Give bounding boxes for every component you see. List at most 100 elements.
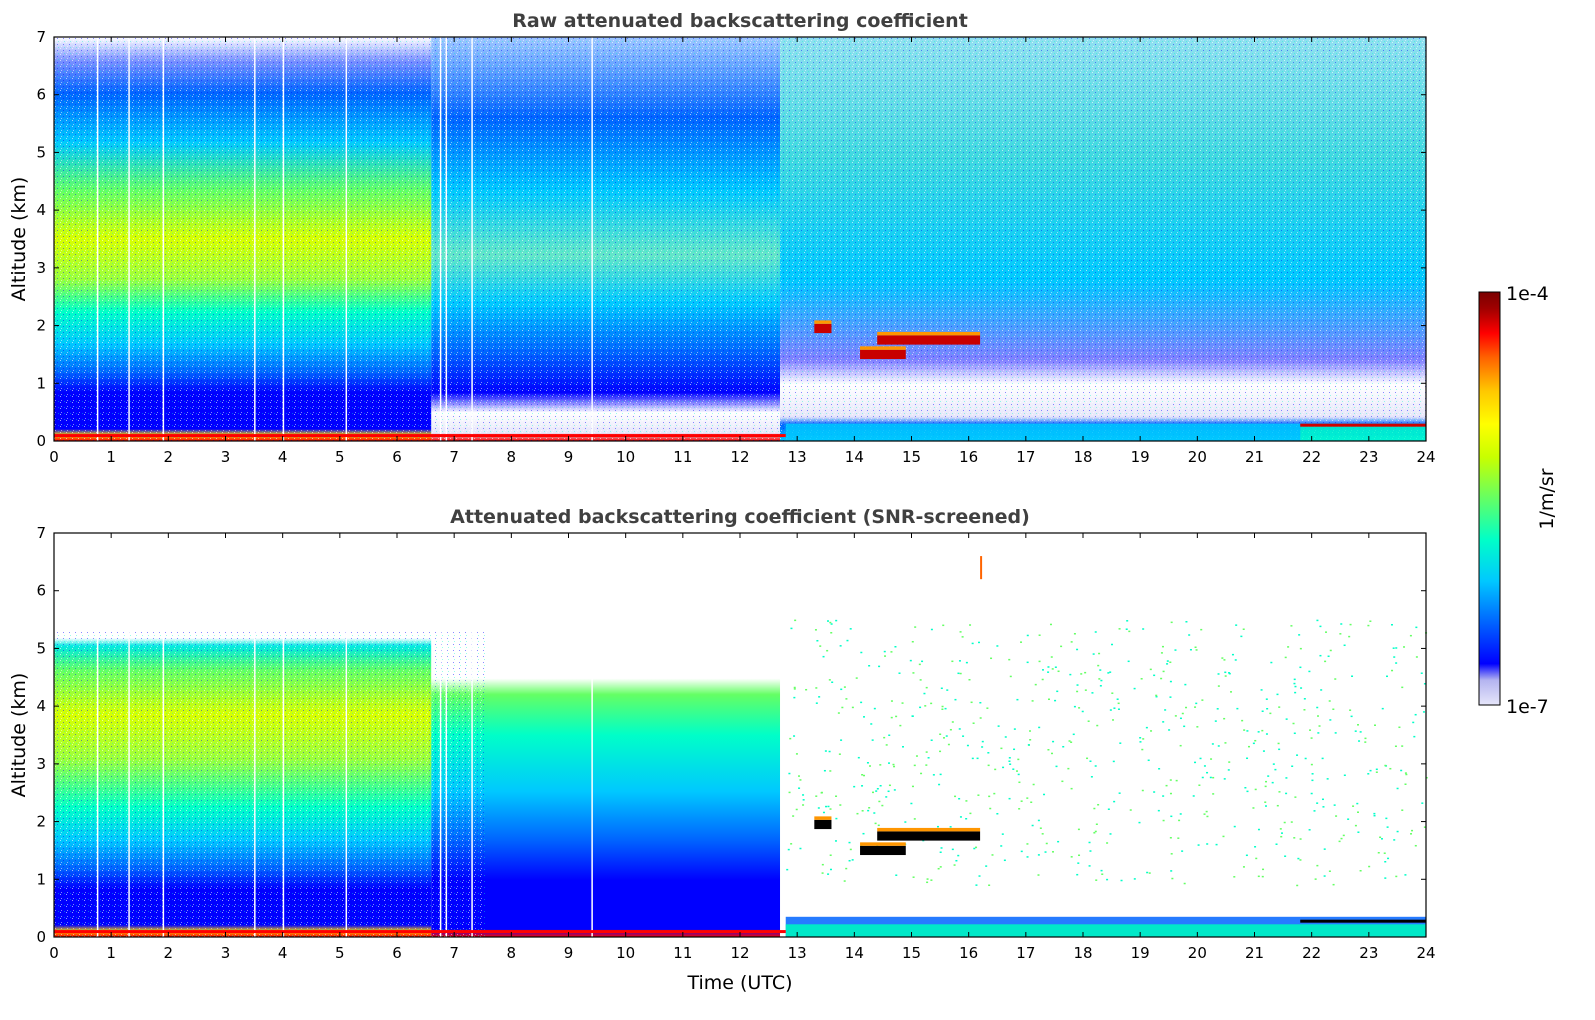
x-tick-label: 14 (845, 944, 864, 962)
sparse-return (1106, 879, 1108, 881)
panel1-ylabel: Altitude (km) (8, 177, 30, 302)
data-gap (128, 533, 130, 937)
sparse-return (940, 774, 942, 776)
sparse-return (1108, 808, 1110, 810)
sparse-return (945, 708, 947, 710)
sparse-return (877, 788, 879, 790)
sparse-return (1387, 858, 1389, 860)
sparse-return (1291, 765, 1293, 767)
colorbar: 1e-4 1e-7 1/m/sr (1479, 283, 1558, 718)
sparse-return (1395, 662, 1397, 664)
sparse-return (1315, 878, 1317, 880)
sparse-return (1018, 808, 1020, 810)
sparse-return (1217, 708, 1219, 710)
sparse-return (1324, 848, 1326, 850)
sparse-return (1384, 877, 1386, 879)
data-gap (163, 37, 165, 441)
sparse-return (1285, 793, 1287, 795)
night-residual-layer (1300, 920, 1426, 923)
sparse-return (1018, 782, 1020, 784)
sparse-return (1412, 722, 1414, 724)
x-tick-label: 16 (959, 448, 978, 466)
sparse-return (912, 715, 914, 717)
x-tick-label: 16 (959, 944, 978, 962)
x-tick-label: 20 (1188, 944, 1207, 962)
sparse-return (1382, 708, 1384, 710)
sparse-return (1039, 634, 1041, 636)
sparse-return (1162, 646, 1164, 648)
sparse-return (1164, 709, 1166, 711)
sparse-return (1177, 837, 1179, 839)
sparse-return (1082, 711, 1084, 713)
sparse-return (1215, 720, 1217, 722)
sparse-return (1221, 657, 1223, 659)
sparse-return (1052, 741, 1054, 743)
sparse-return (1235, 659, 1237, 661)
sparse-return (1317, 732, 1319, 734)
sparse-return (1061, 781, 1063, 783)
sparse-return (1243, 866, 1245, 868)
sparse-return (1141, 678, 1143, 680)
sparse-return (1411, 830, 1413, 832)
cloud-segment-edge (814, 816, 831, 819)
sparse-return (1009, 798, 1011, 800)
sparse-return (1204, 765, 1206, 767)
sparse-return (1021, 851, 1023, 853)
x-tick-label: 4 (278, 944, 288, 962)
sparse-return (1397, 831, 1399, 833)
sparse-return (844, 880, 846, 882)
sparse-return (1263, 750, 1265, 752)
sparse-return (835, 795, 837, 797)
x-tick-label: 1 (106, 944, 116, 962)
sparse-return (1020, 641, 1022, 643)
data-gap (97, 37, 99, 441)
sparse-return (798, 787, 800, 789)
sparse-return (829, 770, 831, 772)
sparse-return (1421, 672, 1423, 674)
sparse-return (1350, 624, 1352, 626)
sparse-return (950, 826, 952, 828)
data-gap (254, 533, 256, 937)
y-tick-label: 5 (36, 143, 46, 161)
sparse-return (1319, 655, 1321, 657)
sparse-return (1010, 676, 1012, 678)
sparse-return (1194, 762, 1196, 764)
sparse-return (1100, 680, 1102, 682)
sparse-return (1241, 720, 1243, 722)
sparse-return (1130, 809, 1132, 811)
sparse-return (988, 884, 990, 886)
sparse-return (1276, 694, 1278, 696)
sparse-return (872, 739, 874, 741)
sparse-return (973, 848, 975, 850)
sparse-return (1180, 718, 1182, 720)
x-tick-label: 5 (335, 944, 345, 962)
sparse-return (1297, 858, 1299, 860)
sparse-return (1351, 675, 1353, 677)
sparse-return (1212, 793, 1214, 795)
sparse-return (870, 723, 872, 725)
sparse-return (1089, 760, 1091, 762)
sparse-return (914, 818, 916, 820)
sparse-return (1235, 624, 1237, 626)
sparse-return (946, 735, 948, 737)
sparse-return (822, 864, 824, 866)
sparse-return (1166, 663, 1168, 665)
sparse-return (960, 631, 962, 633)
sparse-return (1265, 781, 1267, 783)
sparse-return (1168, 729, 1170, 731)
sparse-return (1170, 779, 1172, 781)
sparse-return (1017, 759, 1019, 761)
sparse-return (1004, 860, 1006, 862)
sparse-return (888, 762, 890, 764)
sparse-return (1067, 768, 1069, 770)
data-gap (163, 533, 165, 937)
y-tick-label: 2 (36, 813, 46, 831)
sparse-return (1016, 699, 1018, 701)
sparse-return (1373, 813, 1375, 815)
sparse-return (1405, 774, 1407, 776)
x-tick-label: 13 (788, 448, 807, 466)
sparse-return (930, 703, 932, 705)
sparse-return (1246, 730, 1248, 732)
sparse-return (1089, 865, 1091, 867)
